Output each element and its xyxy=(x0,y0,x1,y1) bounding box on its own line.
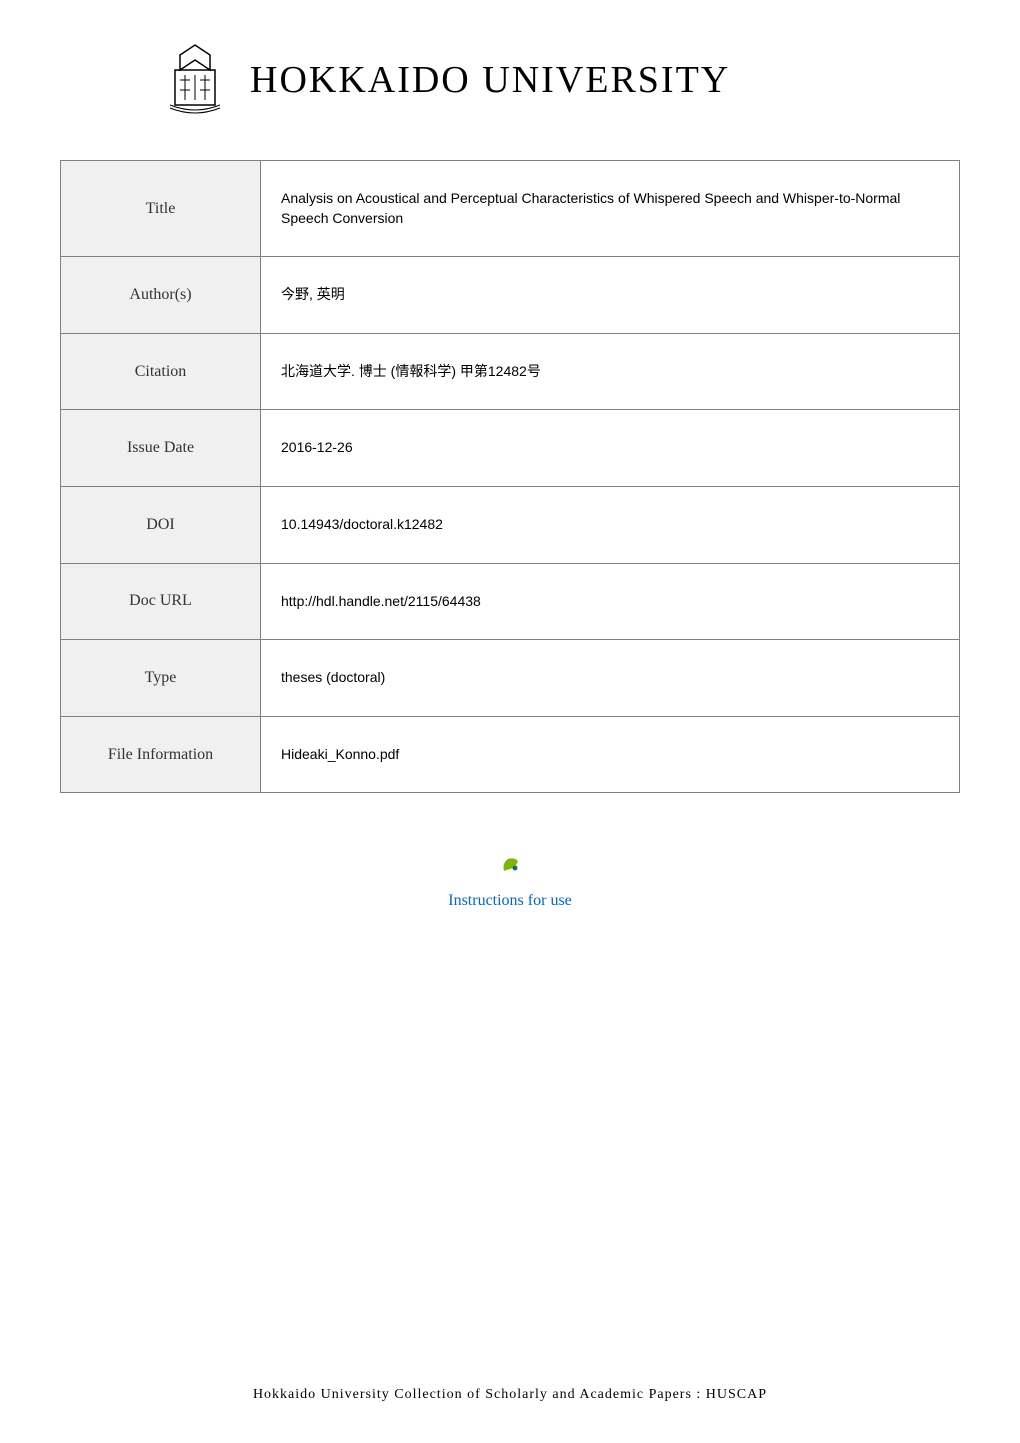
metadata-value: 2016-12-26 xyxy=(261,410,960,487)
instructions-link[interactable]: Instructions for use xyxy=(60,892,960,910)
table-row: Author(s) 今野, 英明 xyxy=(61,257,960,334)
metadata-table-body: Title Analysis on Acoustical and Percept… xyxy=(61,161,960,793)
table-row: Type theses (doctoral) xyxy=(61,640,960,717)
metadata-table: Title Analysis on Acoustical and Percept… xyxy=(60,160,960,793)
metadata-label: Issue Date xyxy=(61,410,261,487)
instructions-section: Instructions for use xyxy=(60,853,960,910)
university-logo xyxy=(160,40,230,120)
metadata-value: 北海道大学. 博士 (情報科学) 甲第12482号 xyxy=(261,333,960,410)
page-footer: Hokkaido University Collection of Schola… xyxy=(0,1387,1020,1403)
metadata-label: DOI xyxy=(61,486,261,563)
table-row: File Information Hideaki_Konno.pdf xyxy=(61,716,960,793)
metadata-value: http://hdl.handle.net/2115/64438 xyxy=(261,563,960,640)
metadata-label: Title xyxy=(61,161,261,257)
metadata-label: Doc URL xyxy=(61,563,261,640)
table-row: Issue Date 2016-12-26 xyxy=(61,410,960,487)
metadata-value: Analysis on Acoustical and Perceptual Ch… xyxy=(261,161,960,257)
table-row: DOI 10.14943/doctoral.k12482 xyxy=(61,486,960,563)
metadata-label: Citation xyxy=(61,333,261,410)
table-row: Citation 北海道大学. 博士 (情報科学) 甲第12482号 xyxy=(61,333,960,410)
metadata-value: Hideaki_Konno.pdf xyxy=(261,716,960,793)
leaf-icon xyxy=(498,853,522,882)
table-row: Doc URL http://hdl.handle.net/2115/64438 xyxy=(61,563,960,640)
metadata-label: Author(s) xyxy=(61,257,261,334)
metadata-value: 今野, 英明 xyxy=(261,257,960,334)
metadata-label: File Information xyxy=(61,716,261,793)
metadata-value: theses (doctoral) xyxy=(261,640,960,717)
university-name: HOKKAIDO UNIVERSITY xyxy=(250,58,730,102)
metadata-label: Type xyxy=(61,640,261,717)
metadata-value: 10.14943/doctoral.k12482 xyxy=(261,486,960,563)
table-row: Title Analysis on Acoustical and Percept… xyxy=(61,161,960,257)
page-header: HOKKAIDO UNIVERSITY xyxy=(60,40,960,120)
